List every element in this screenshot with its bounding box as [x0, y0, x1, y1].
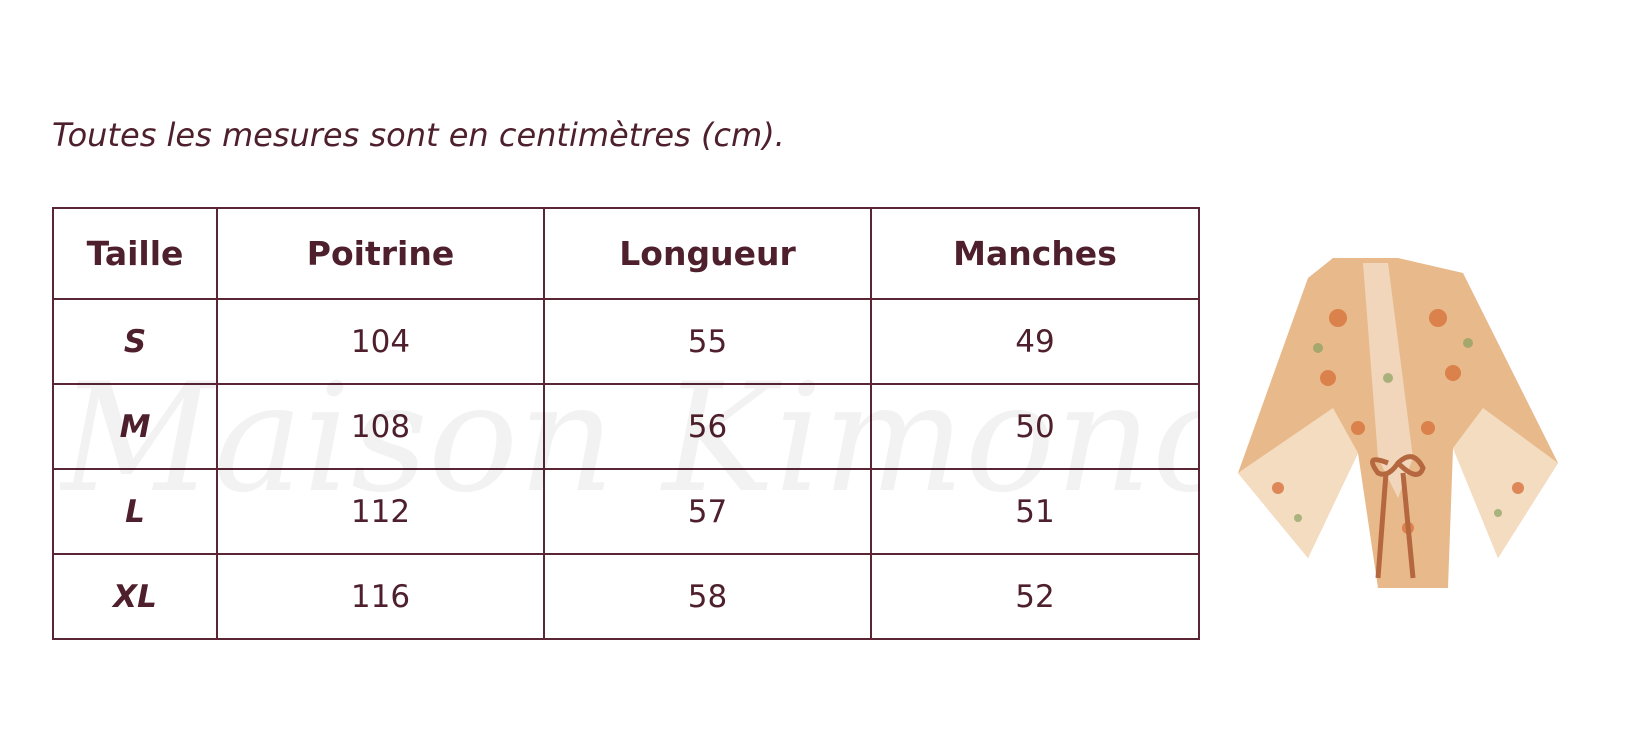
table-body: S 104 55 49 M 108 56 50 L 112 57 51 XL 116 58 52: [52, 298, 1200, 640]
table-row: L 112 57 51: [52, 468, 1200, 555]
product-image: [1238, 258, 1558, 588]
size-cell: L: [52, 468, 218, 555]
measure-cell: 58: [543, 553, 872, 640]
table-row: S 104 55 49: [52, 298, 1200, 385]
header-cell: Taille: [52, 207, 218, 300]
measure-cell: 56: [543, 383, 872, 470]
size-cell: XL: [52, 553, 218, 640]
header-cell: Longueur: [543, 207, 872, 300]
measure-cell: 108: [216, 383, 545, 470]
measure-cell: 55: [543, 298, 872, 385]
header-cell: Manches: [870, 207, 1200, 300]
measure-cell: 116: [216, 553, 545, 640]
measure-cell: 57: [543, 468, 872, 555]
table-row: M 108 56 50: [52, 383, 1200, 470]
header-row: Taille Poitrine Longueur Manches: [52, 207, 1200, 300]
size-table: Taille Poitrine Longueur Manches S 104 55 49 M 1…: [52, 207, 1200, 640]
note: Toutes les mesures sont en centimètres (…: [52, 116, 785, 154]
measure-cell: 52: [870, 553, 1200, 640]
measure-cell: 51: [870, 468, 1200, 555]
measure-cell: 50: [870, 383, 1200, 470]
table-row: XL 116 58 52: [52, 553, 1200, 640]
measure-cell: 49: [870, 298, 1200, 385]
measure-cell: 112: [216, 468, 545, 555]
measure-cell: 104: [216, 298, 545, 385]
size-cell: M: [52, 383, 218, 470]
size-cell: S: [52, 298, 218, 385]
header-cell: Poitrine: [216, 207, 545, 300]
